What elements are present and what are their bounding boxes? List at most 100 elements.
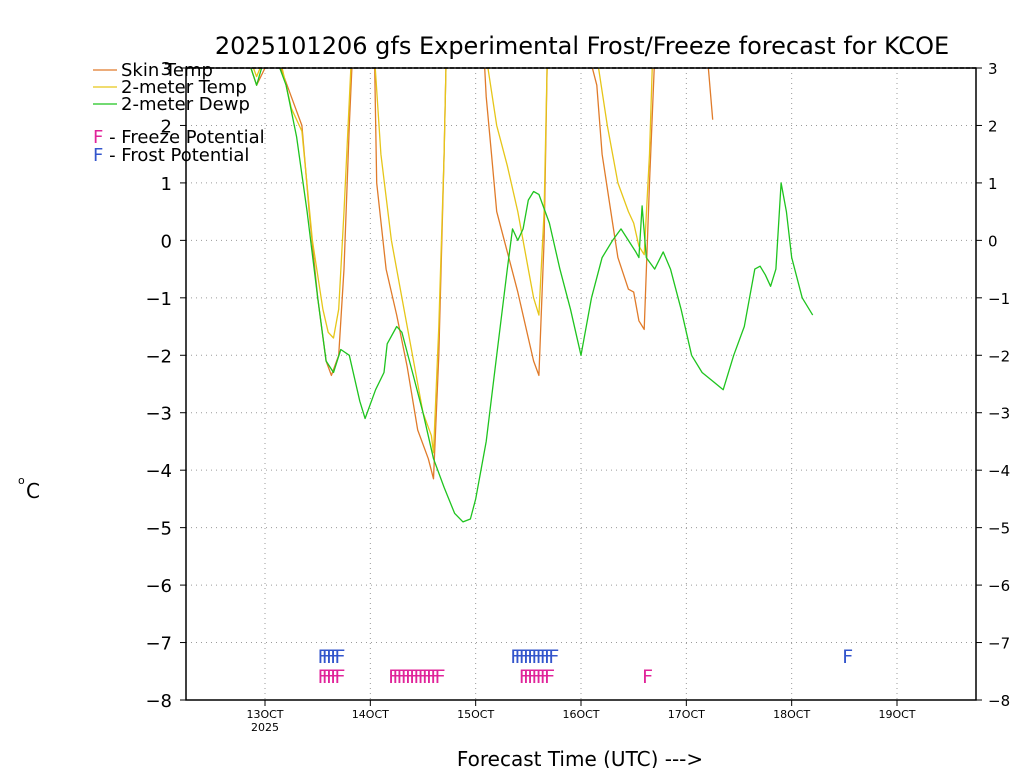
y-tick-label-right: 3	[988, 60, 998, 78]
grid-lines	[186, 68, 976, 700]
y-tick-label-right: −4	[988, 462, 1010, 480]
x-tick-label: 16OCT	[562, 708, 599, 721]
potential-marker: F	[544, 666, 555, 688]
potential-marker: F	[548, 646, 559, 668]
y-tick-label-left: −2	[145, 346, 172, 367]
series-line	[281, 68, 352, 339]
potential-marker: F	[540, 646, 551, 668]
x-tick-label: 17OCT	[668, 708, 705, 721]
potential-marker: F	[409, 666, 420, 688]
potential-marker: F	[510, 646, 521, 668]
potential-marker: F	[435, 666, 446, 688]
potential-marker: F	[322, 646, 333, 668]
potential-marker: F	[515, 646, 526, 668]
y-tick-label-left: −3	[145, 404, 172, 425]
potential-marker: F	[392, 666, 403, 688]
potential-legend-text: - Freeze Potential	[103, 127, 264, 148]
y-tick-label-left: 3	[161, 59, 172, 80]
legend-label: 2-meter Temp	[121, 77, 247, 98]
potential-marker: F	[531, 666, 542, 688]
potential-marker: F	[414, 666, 425, 688]
y-axis-label: o C	[18, 474, 40, 503]
potential-marker: F	[422, 666, 433, 688]
potential-marker: F	[523, 666, 534, 688]
series-line	[484, 68, 548, 377]
series-line	[487, 68, 548, 316]
y-tick-label-right: 0	[988, 232, 998, 250]
potential-marker: F	[405, 666, 416, 688]
y-tick-label-left: −8	[145, 691, 172, 712]
axes: −8 −8 −7 −7 −6 −6 −5 −5 −4 −4 −3 −3 −2 −2 −1 −1 0 0 1 1 2 2 3 3…	[145, 59, 1010, 734]
potential-marker: F	[842, 646, 853, 668]
series-line	[707, 68, 714, 120]
potential-marker: F	[523, 646, 534, 668]
y-tick-label-right: −8	[988, 692, 1010, 710]
potential-marker: F	[322, 666, 333, 688]
x-tick-label: 15OCT	[457, 708, 494, 721]
potential-marker: F	[527, 666, 538, 688]
potential-legend-letter: F	[93, 127, 103, 148]
y-tick-label-left: −5	[145, 519, 172, 540]
potential-marker: F	[330, 646, 341, 668]
y-tick-label-right: 2	[988, 117, 998, 135]
x-tick-label: 19OCT	[878, 708, 915, 721]
potential-marker: F	[430, 666, 441, 688]
y-tick-label-left: 0	[161, 231, 172, 252]
series-line	[597, 68, 653, 256]
y-tick-label-right: −3	[988, 405, 1010, 423]
series-line	[279, 68, 814, 523]
potential-marker: F	[318, 646, 329, 668]
series-line	[250, 68, 263, 86]
potential-legend-item: F - Frost Potential	[93, 145, 249, 166]
y-tick-label-left: −7	[145, 634, 172, 655]
potential-marker: F	[401, 666, 412, 688]
series-line	[591, 68, 655, 331]
potential-marker: F	[318, 666, 329, 688]
potential-marker: F	[527, 646, 538, 668]
legend-label: 2-meter Dewp	[121, 94, 250, 115]
y-tick-label-left: −6	[145, 576, 172, 597]
chart-title: 2025101206 gfs Experimental Frost/Freeze…	[215, 32, 949, 60]
potential-marker: F	[326, 666, 337, 688]
potential-marker: F	[642, 666, 653, 688]
x-tick-sublabel: 2025	[251, 721, 279, 734]
potential-marker: F	[531, 646, 542, 668]
potential-marker: F	[426, 666, 437, 688]
ylabel-degree: o	[18, 474, 25, 487]
potential-marker: F	[544, 646, 555, 668]
y-tick-label-right: −2	[988, 347, 1010, 365]
y-tick-label-left: 2	[161, 116, 172, 137]
legend-label: Skin Temp	[121, 60, 213, 81]
potential-marker: F	[536, 666, 547, 688]
potential-marker: F	[388, 666, 399, 688]
y-tick-label-left: −1	[145, 289, 172, 310]
potential-marker: F	[540, 666, 551, 688]
potential-marker: F	[335, 646, 346, 668]
potential-marker: F	[330, 666, 341, 688]
series-layer	[250, 68, 814, 523]
potential-marker: F	[519, 666, 530, 688]
potential-marker: F	[326, 646, 337, 668]
x-axis-label: Forecast Time (UTC) --->	[457, 747, 703, 768]
potential-marker: F	[418, 666, 429, 688]
potential-marker: F	[397, 666, 408, 688]
potential-legend-item: F - Freeze Potential	[93, 127, 265, 148]
x-tick-label: 18OCT	[773, 708, 810, 721]
series-2-meter-dewp	[250, 68, 814, 523]
potential-legend-text: - Frost Potential	[103, 145, 249, 166]
y-tick-label-right: −1	[988, 290, 1010, 308]
series-line	[252, 68, 261, 78]
potential-marker: F	[519, 646, 530, 668]
potential-legend-letter: F	[93, 145, 103, 166]
x-tick-label: 13OCT	[246, 708, 283, 721]
ylabel-unit: C	[26, 479, 40, 503]
y-tick-label-right: −7	[988, 635, 1010, 653]
y-tick-label-left: 1	[161, 174, 172, 195]
potential-marker: F	[335, 666, 346, 688]
y-tick-label-right: −5	[988, 520, 1010, 538]
y-tick-label-right: −6	[988, 577, 1010, 595]
potential-marker: F	[536, 646, 547, 668]
